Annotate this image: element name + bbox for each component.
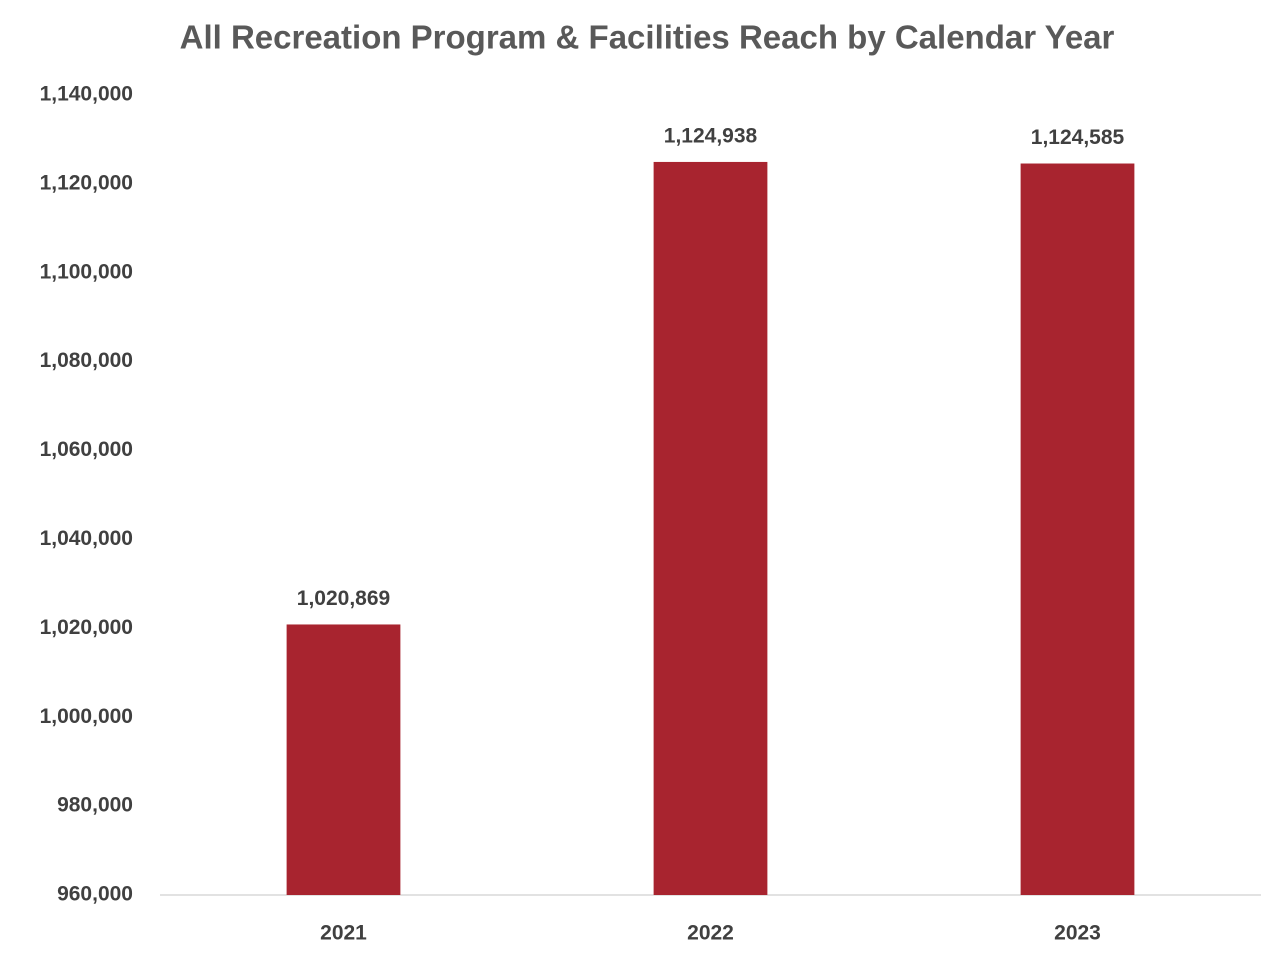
data-label: 1,124,585 <box>1031 126 1125 149</box>
y-tick-label: 1,140,000 <box>40 83 133 106</box>
bar <box>653 161 768 896</box>
bar <box>286 624 401 895</box>
data-label: 1,124,938 <box>664 124 758 147</box>
bar <box>1020 163 1135 895</box>
chart-title: All Recreation Program & Facilities Reac… <box>180 19 1115 56</box>
y-tick-label: 1,000,000 <box>40 705 133 728</box>
y-tick-label: 1,100,000 <box>40 260 133 283</box>
y-tick-label: 980,000 <box>57 794 133 817</box>
x-tick-label: 2021 <box>320 922 367 945</box>
y-tick-label: 1,060,000 <box>40 438 133 461</box>
y-tick-label: 1,020,000 <box>40 616 133 639</box>
y-tick-label: 1,040,000 <box>40 527 133 550</box>
x-tick-label: 2023 <box>1054 922 1101 945</box>
x-tick-label: 2022 <box>687 922 734 945</box>
y-tick-label: 1,120,000 <box>40 171 133 194</box>
y-tick-label: 960,000 <box>57 883 133 906</box>
y-tick-label: 1,080,000 <box>40 349 133 372</box>
data-label: 1,020,869 <box>297 587 390 610</box>
